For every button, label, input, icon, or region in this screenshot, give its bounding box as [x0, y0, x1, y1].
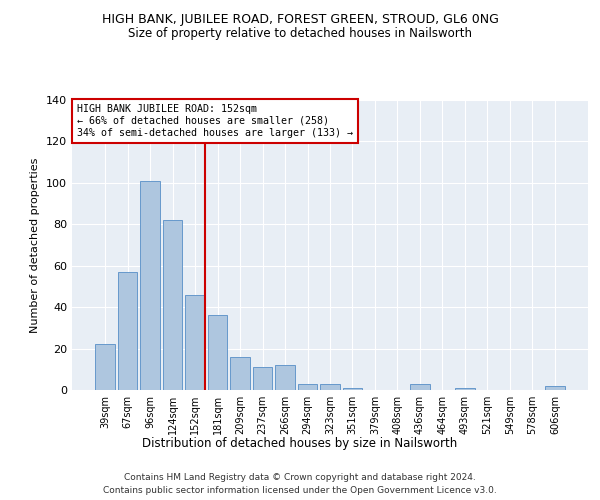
Text: Size of property relative to detached houses in Nailsworth: Size of property relative to detached ho…	[128, 28, 472, 40]
Bar	[410, 384, 430, 390]
Bar	[320, 384, 340, 390]
Bar	[298, 384, 317, 390]
Bar	[208, 316, 227, 390]
Bar	[118, 272, 137, 390]
Text: HIGH BANK JUBILEE ROAD: 152sqm
← 66% of detached houses are smaller (258)
34% of: HIGH BANK JUBILEE ROAD: 152sqm ← 66% of …	[77, 104, 353, 138]
Bar	[455, 388, 475, 390]
Text: HIGH BANK, JUBILEE ROAD, FOREST GREEN, STROUD, GL6 0NG: HIGH BANK, JUBILEE ROAD, FOREST GREEN, S…	[101, 12, 499, 26]
Bar	[545, 386, 565, 390]
Bar	[95, 344, 115, 390]
Y-axis label: Number of detached properties: Number of detached properties	[31, 158, 40, 332]
Text: Distribution of detached houses by size in Nailsworth: Distribution of detached houses by size …	[142, 438, 458, 450]
Bar	[275, 365, 295, 390]
Bar	[185, 294, 205, 390]
Bar	[253, 367, 272, 390]
Bar	[343, 388, 362, 390]
Bar	[230, 357, 250, 390]
Text: Contains public sector information licensed under the Open Government Licence v3: Contains public sector information licen…	[103, 486, 497, 495]
Text: Contains HM Land Registry data © Crown copyright and database right 2024.: Contains HM Land Registry data © Crown c…	[124, 472, 476, 482]
Bar	[140, 181, 160, 390]
Bar	[163, 220, 182, 390]
